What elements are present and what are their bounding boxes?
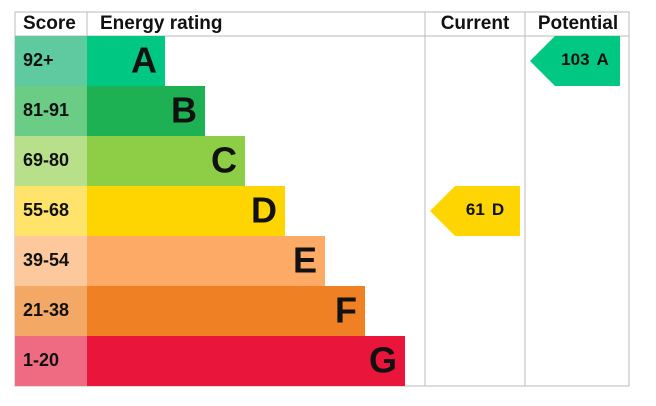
score-label: 1-20 xyxy=(23,350,59,370)
rating-letter: G xyxy=(369,340,397,381)
score-cell xyxy=(15,286,87,336)
rating-letter: A xyxy=(131,40,157,81)
score-cell xyxy=(15,36,87,86)
score-label: 55-68 xyxy=(23,200,69,220)
score-label: 92+ xyxy=(23,50,54,70)
current-arrow xyxy=(430,186,520,236)
header-current: Current xyxy=(441,13,510,34)
score-label: 21-38 xyxy=(23,300,69,320)
rating-bar xyxy=(87,86,205,136)
rating-bar xyxy=(87,36,165,86)
score-cell xyxy=(15,186,87,236)
rating-bar xyxy=(87,236,325,286)
rating-bar xyxy=(87,186,285,236)
current-value: 61 xyxy=(466,200,485,219)
rating-bar xyxy=(87,136,245,186)
score-cell xyxy=(15,86,87,136)
score-cell xyxy=(15,136,87,186)
rating-letter: E xyxy=(293,240,317,281)
rating-bar xyxy=(87,336,405,386)
rating-letter: F xyxy=(335,290,357,331)
score-label: 39-54 xyxy=(23,250,69,270)
score-label: 81-91 xyxy=(23,100,69,120)
potential-letter: A xyxy=(597,50,609,69)
rating-bar xyxy=(87,286,365,336)
score-label: 69-80 xyxy=(23,150,69,170)
score-cell xyxy=(15,336,87,386)
potential-label: 103 A xyxy=(561,50,609,69)
header-potential: Potential xyxy=(538,13,618,34)
header-score: Score xyxy=(23,13,76,34)
potential-value: 103 xyxy=(561,50,589,69)
header-rating: Energy rating xyxy=(100,13,222,34)
rating-letter: B xyxy=(171,90,197,131)
rating-letter: C xyxy=(211,140,237,181)
current-label: 61 D xyxy=(466,200,504,219)
score-cell xyxy=(15,236,87,286)
current-letter: D xyxy=(492,200,504,219)
potential-arrow xyxy=(530,36,620,86)
rating-letter: D xyxy=(251,190,277,231)
